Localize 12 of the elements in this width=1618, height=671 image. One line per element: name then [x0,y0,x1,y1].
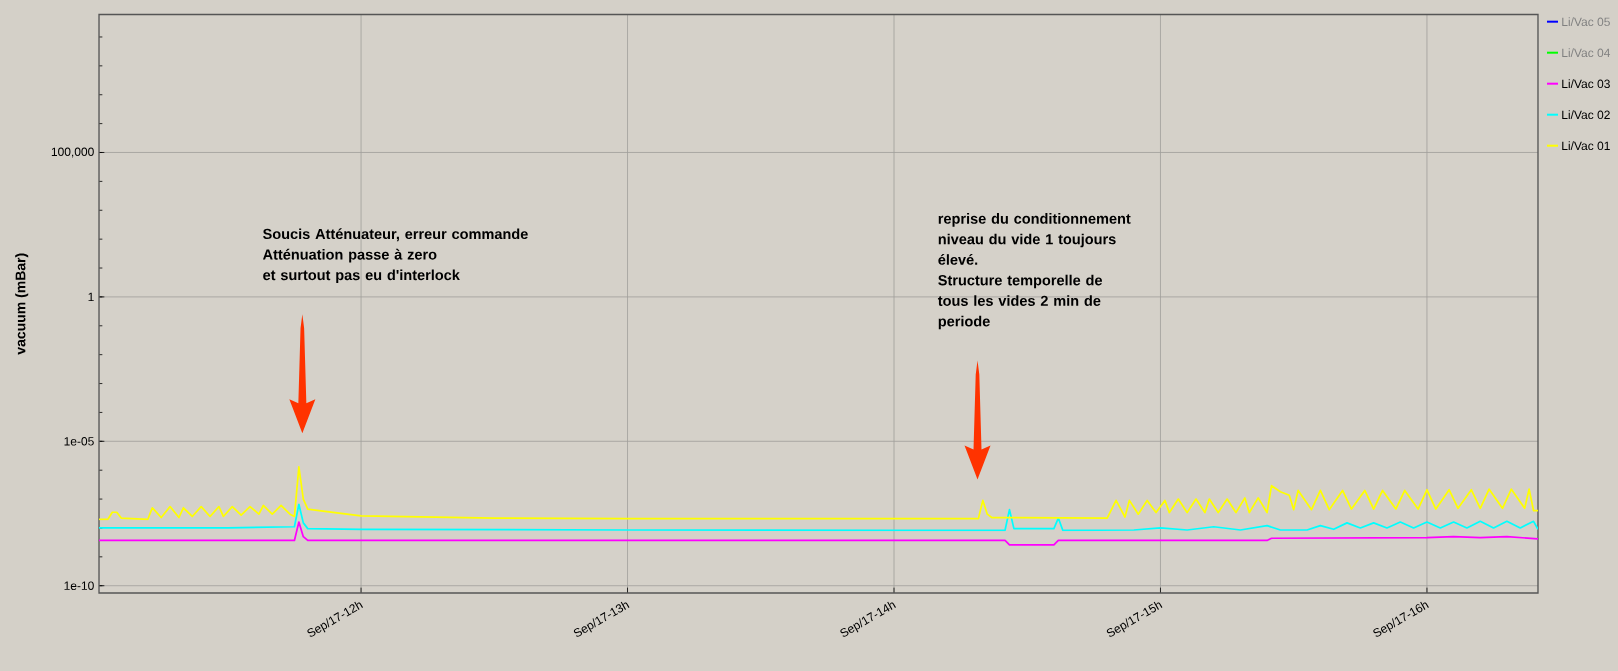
annotation: reprise du conditionnement niveau du vide 1 toujours élevé. Structure temporelle de tous les vides 2 min de periode [937,213,1131,330]
legend-label: Li/Vac 05 [1562,17,1610,27]
annotation: Soucis Atténuateur, erreur commande Atténuation passe à zero et surtout pas eu d'interlock [262,228,528,284]
legend-label: Li/Vac 01 [1562,141,1610,151]
y-axis-title: vacuum (mBar) [15,253,29,355]
y-tick-label: 100,000 [51,147,94,158]
y-tick-label: 1e-10 [64,581,94,590]
legend-label: Li/Vac 03 [1562,79,1610,89]
y-tick-label: 1 [88,292,94,302]
legend-label: Li/Vac 04 [1562,48,1611,58]
y-tick-label: 1e-05 [64,437,94,446]
legend-label: Li/Vac 02 [1562,110,1610,120]
